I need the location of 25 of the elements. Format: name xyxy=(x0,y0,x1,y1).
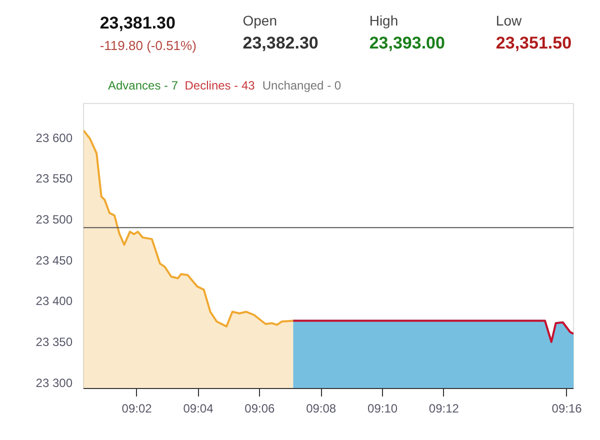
text: Open xyxy=(242,12,277,28)
y-tick-label: 23 350 xyxy=(36,334,73,349)
text: Advances - 7 xyxy=(108,78,178,92)
y-tick-label: 23 300 xyxy=(36,376,73,390)
text: High xyxy=(369,12,398,28)
text: Low xyxy=(496,12,522,28)
y-tick-label: 23 500 xyxy=(36,212,73,226)
text: Unchanged - 0 xyxy=(262,78,342,92)
y-tick-label: 23 550 xyxy=(36,172,73,186)
text: 23,393.00 xyxy=(369,34,445,52)
text: Declines - 43 xyxy=(184,78,256,92)
x-tick-label: 09:10 xyxy=(368,402,398,416)
x-tick-label: 09:12 xyxy=(428,402,460,416)
text: 23,381.30 xyxy=(100,14,176,32)
text: -119.80 (-0.51%) xyxy=(100,38,196,53)
y-tick-label: 23 600 xyxy=(36,130,73,145)
y-tick-label: 23 400 xyxy=(36,294,73,308)
x-tick-label: 09:02 xyxy=(122,402,152,416)
x-tick-label: 09:06 xyxy=(244,402,276,416)
x-tick-label: 09:04 xyxy=(183,402,214,416)
x-tick-label: 09:16 xyxy=(552,402,582,416)
x-tick-label: 09:08 xyxy=(306,402,336,416)
text: 23,382.30 xyxy=(242,34,318,52)
text: 23,351.50 xyxy=(496,34,572,52)
y-tick-label: 23 450 xyxy=(36,253,73,268)
